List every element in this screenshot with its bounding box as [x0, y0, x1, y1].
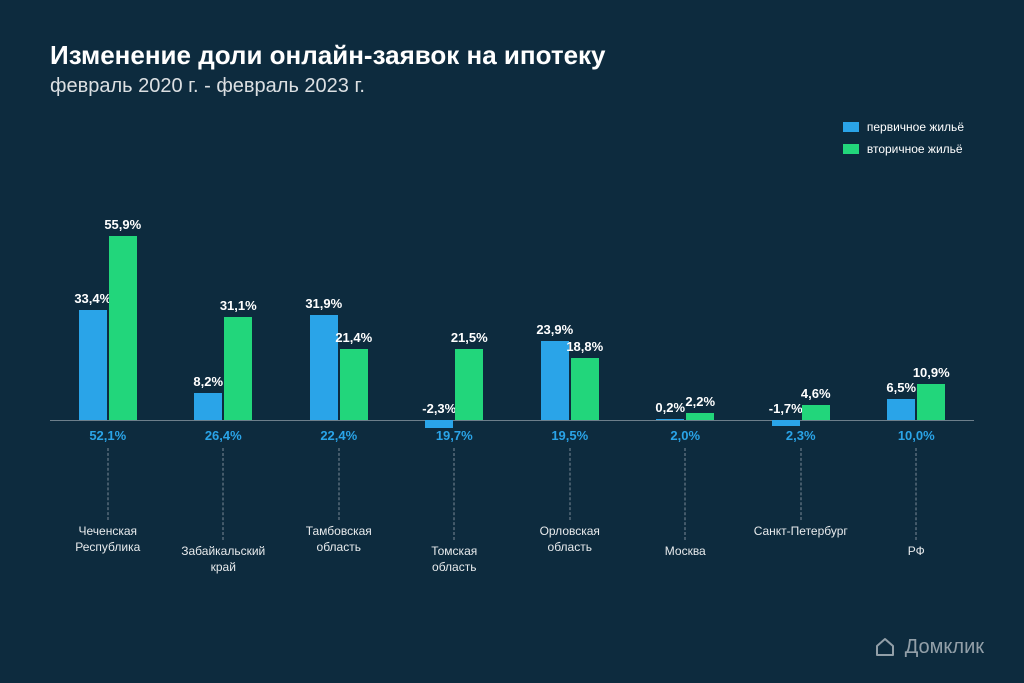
- leader-line: [107, 448, 108, 520]
- delta-label: 19,7%: [436, 428, 473, 443]
- chart-title: Изменение доли онлайн-заявок на ипотеку: [50, 40, 974, 71]
- bar-group: 6,5%10,9%10,0%РФ: [859, 200, 975, 550]
- bar-label-secondary: 18,8%: [566, 339, 603, 354]
- delta-label: 2,3%: [786, 428, 816, 443]
- bar-group: 31,9%21,4%22,4%Тамбовскаяобласть: [281, 200, 397, 550]
- bar-group: 8,2%31,1%26,4%Забайкальскийкрай: [166, 200, 282, 550]
- bar-primary: 8,2%: [194, 393, 222, 420]
- category-label: Санкт-Петербург: [754, 524, 848, 540]
- category-label: ЧеченскаяРеспублика: [75, 524, 140, 555]
- bar-secondary: 31,1%: [224, 317, 252, 420]
- delta-label: 19,5%: [551, 428, 588, 443]
- legend-label-secondary: вторичное жильё: [867, 142, 963, 156]
- leader-line: [454, 448, 455, 540]
- bar-group: 23,9%18,8%19,5%Орловскаяобласть: [512, 200, 628, 550]
- bar-label-primary: 0,2%: [655, 400, 685, 415]
- legend: первичное жильё вторичное жильё: [843, 120, 964, 156]
- bar-secondary: 55,9%: [109, 236, 137, 420]
- legend-swatch-primary: [843, 122, 859, 132]
- bar-secondary: 2,2%: [686, 413, 714, 420]
- legend-item-primary: первичное жильё: [843, 120, 964, 134]
- leader-line: [800, 448, 801, 520]
- legend-swatch-secondary: [843, 144, 859, 154]
- category-label: Забайкальскийкрай: [181, 544, 265, 575]
- bar-group: -2,3%21,5%19,7%Томскаяобласть: [397, 200, 513, 550]
- bar-primary: -1,7%: [772, 420, 800, 426]
- bar-label-primary: 31,9%: [305, 296, 342, 311]
- chart-area: 33,4%55,9%52,1%ЧеченскаяРеспублика8,2%31…: [50, 200, 974, 550]
- bar-label-secondary: 55,9%: [104, 217, 141, 232]
- delta-label: 52,1%: [89, 428, 126, 443]
- bar-label-primary: 23,9%: [536, 322, 573, 337]
- category-label: Томскаяобласть: [431, 544, 477, 575]
- bar-secondary: 18,8%: [571, 358, 599, 420]
- bar-primary: 0,2%: [656, 419, 684, 420]
- delta-label: 26,4%: [205, 428, 242, 443]
- bar-primary: 31,9%: [310, 315, 338, 420]
- bar-groups: 33,4%55,9%52,1%ЧеченскаяРеспублика8,2%31…: [50, 200, 974, 550]
- home-icon: [873, 635, 897, 659]
- bar-primary: 33,4%: [79, 310, 107, 420]
- bar-secondary: 4,6%: [802, 405, 830, 420]
- leader-line: [685, 448, 686, 540]
- delta-label: 2,0%: [670, 428, 700, 443]
- legend-label-primary: первичное жильё: [867, 120, 964, 134]
- bar-label-secondary: 21,5%: [451, 330, 488, 345]
- bar-label-secondary: 10,9%: [913, 365, 950, 380]
- bar-secondary: 21,4%: [340, 349, 368, 420]
- chart-subtitle: февраль 2020 г. - февраль 2023 г.: [50, 75, 974, 98]
- bar-label-secondary: 4,6%: [801, 386, 831, 401]
- category-label: Тамбовскаяобласть: [306, 524, 372, 555]
- leader-line: [569, 448, 570, 520]
- bar-group: 0,2%2,2%2,0%Москва: [628, 200, 744, 550]
- bar-primary: 6,5%: [887, 399, 915, 420]
- bar-label-secondary: 21,4%: [335, 330, 372, 345]
- logo-text: Домклик: [905, 636, 984, 659]
- category-label: Орловскаяобласть: [540, 524, 600, 555]
- bar-label-primary: 8,2%: [193, 374, 223, 389]
- bar-primary: -2,3%: [425, 420, 453, 428]
- bar-primary: 23,9%: [541, 341, 569, 420]
- bar-label-secondary: 2,2%: [685, 394, 715, 409]
- delta-label: 22,4%: [320, 428, 357, 443]
- bar-secondary: 21,5%: [455, 349, 483, 420]
- bar-group: 33,4%55,9%52,1%ЧеченскаяРеспублика: [50, 200, 166, 550]
- bar-label-primary: 6,5%: [886, 380, 916, 395]
- bar-secondary: 10,9%: [917, 384, 945, 420]
- category-label: Москва: [665, 544, 706, 560]
- bar-label-primary: -2,3%: [422, 401, 456, 416]
- bar-label-primary: 33,4%: [74, 291, 111, 306]
- page-root: Изменение доли онлайн-заявок на ипотеку …: [0, 0, 1024, 683]
- bar-label-secondary: 31,1%: [220, 298, 257, 313]
- leader-line: [338, 448, 339, 520]
- legend-item-secondary: вторичное жильё: [843, 142, 964, 156]
- leader-line: [223, 448, 224, 540]
- logo: Домклик: [873, 635, 984, 659]
- bar-label-primary: -1,7%: [769, 401, 803, 416]
- category-label: РФ: [908, 544, 925, 560]
- delta-label: 10,0%: [898, 428, 935, 443]
- bar-group: -1,7%4,6%2,3%Санкт-Петербург: [743, 200, 859, 550]
- leader-line: [916, 448, 917, 540]
